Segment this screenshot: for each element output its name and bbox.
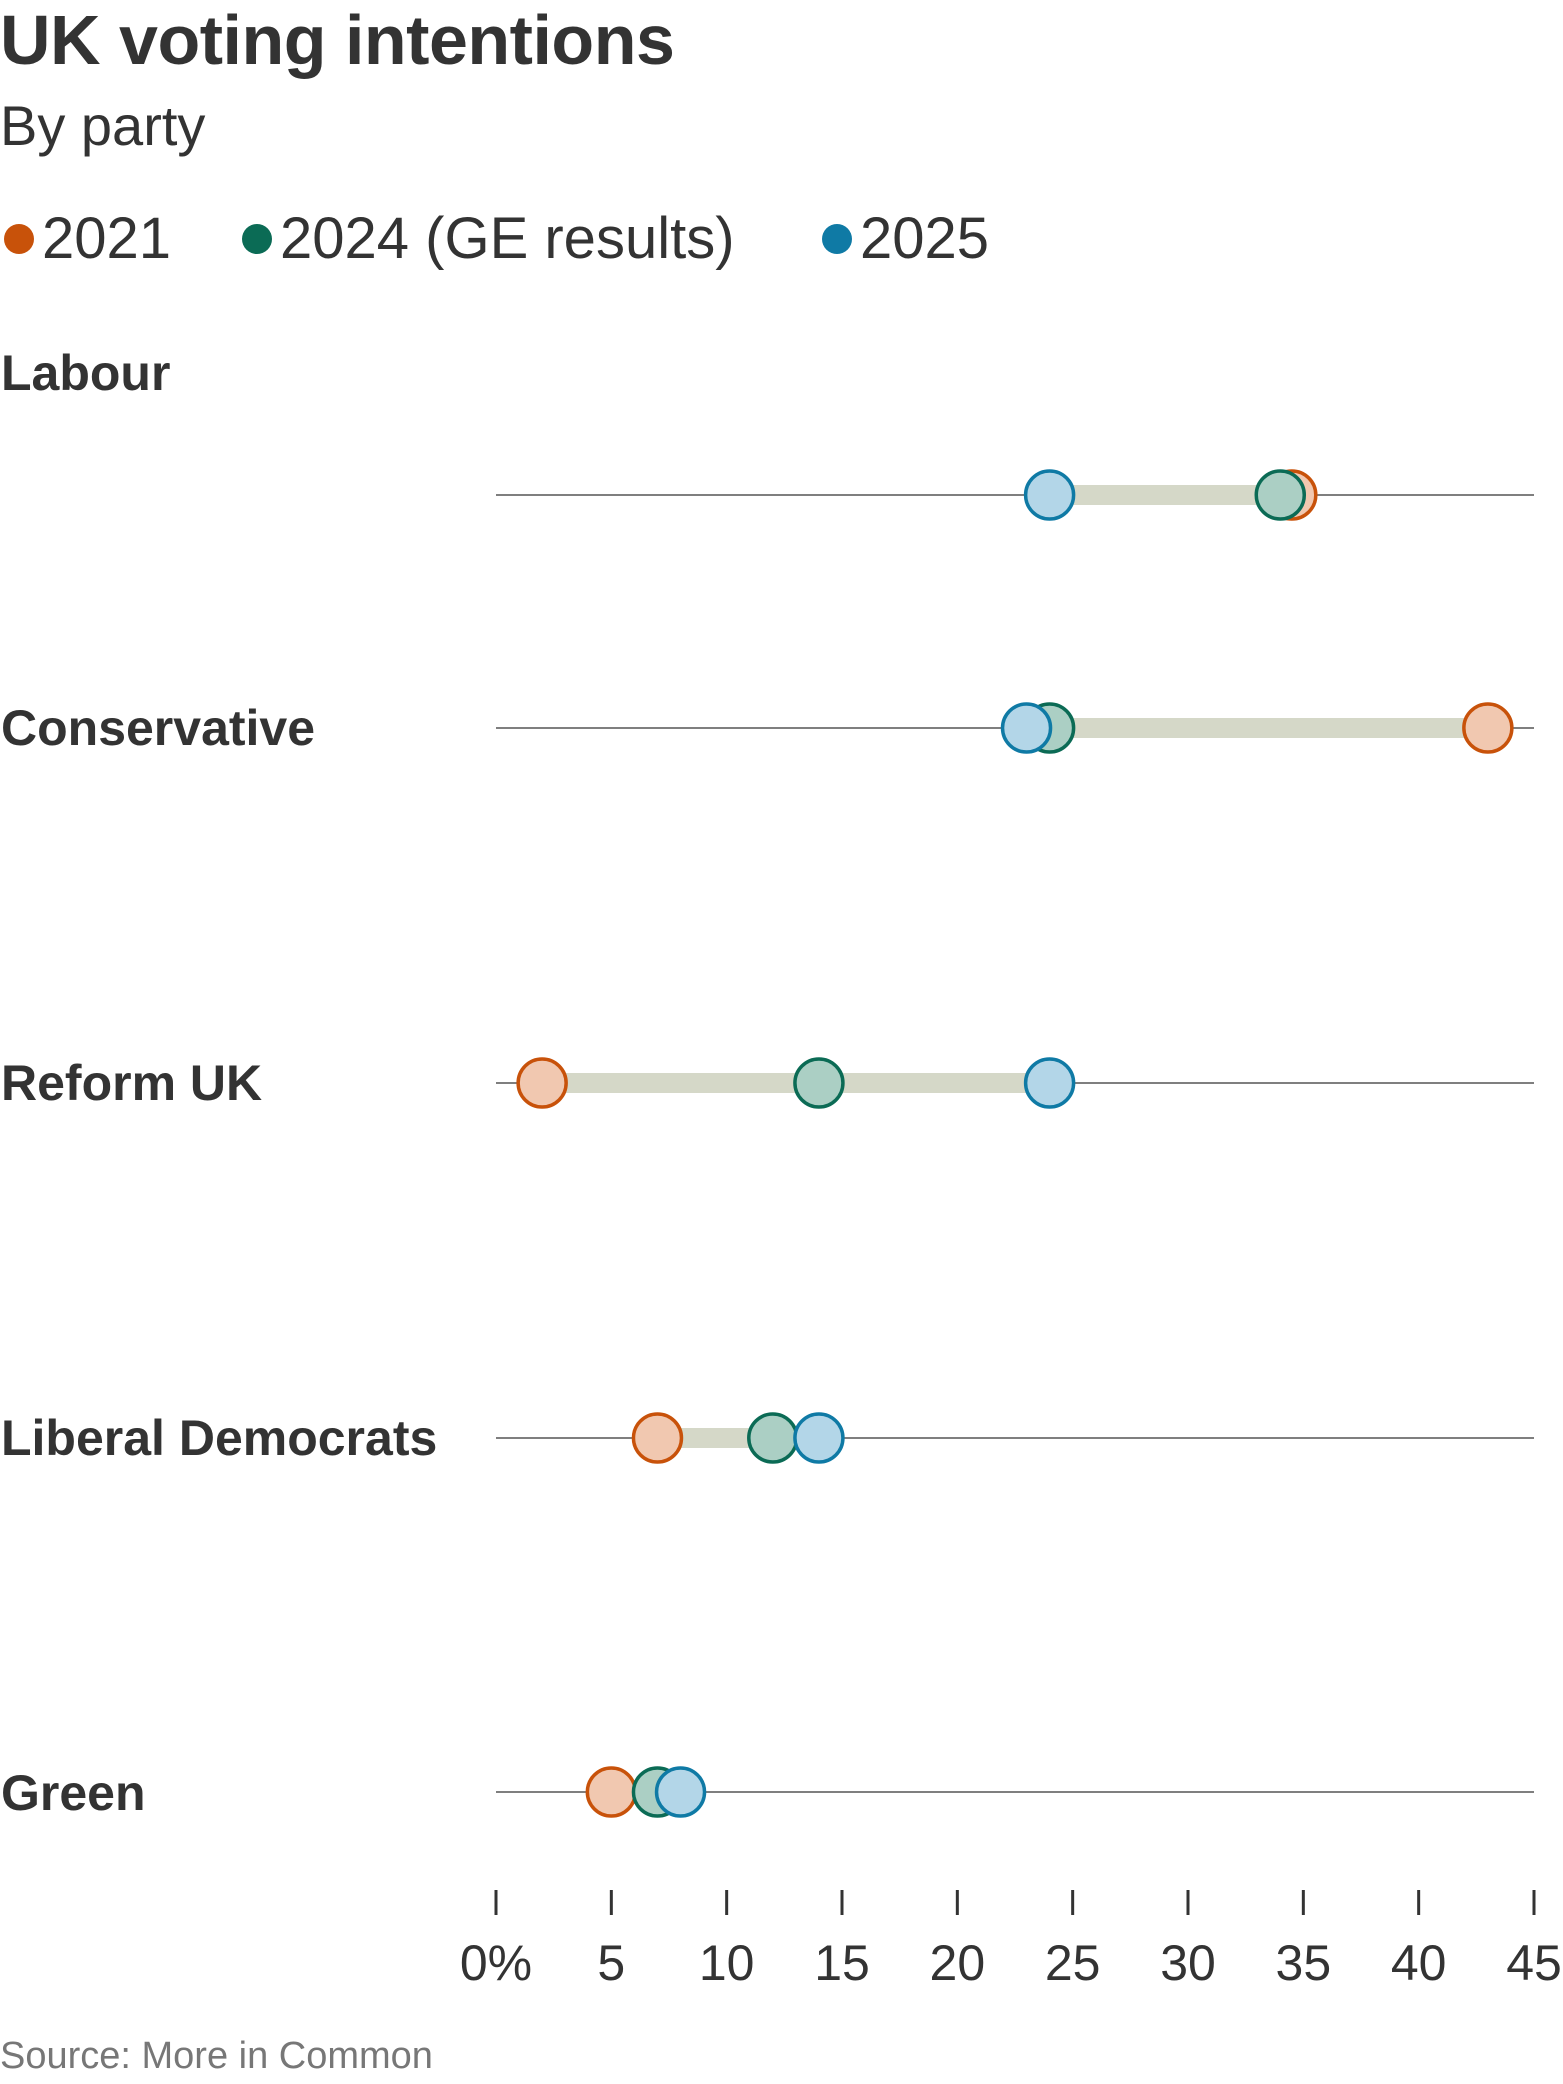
dot-conservative-2025 — [1000, 702, 1053, 754]
legend-item-2025: 2025 — [822, 205, 989, 272]
category-label-reform-uk: Reform UK — [1, 1055, 262, 1111]
dot-conservative-2021 — [1462, 702, 1514, 754]
source-note: Source: More in Common — [0, 2035, 433, 2077]
legend-swatch-2025 — [822, 223, 852, 254]
category-label-liberal-democrats: Liberal Democrats — [1, 1410, 437, 1466]
x-tick-label-10: 10 — [699, 1935, 755, 1991]
legend: 2021 2024 (GE results) 2025 — [0, 205, 1563, 275]
x-tick-label-0: 0% — [460, 1935, 532, 1991]
legend-swatch-2021 — [4, 223, 34, 254]
dot-liberal-democrats-2025 — [793, 1412, 845, 1464]
x-tick-label-30: 30 — [1160, 1935, 1216, 1991]
legend-item-2024: 2024 (GE results) — [242, 205, 735, 272]
legend-swatch-2024 — [242, 223, 272, 254]
x-tick-label-35: 35 — [1276, 1935, 1332, 1991]
legend-label-2021: 2021 — [42, 206, 172, 271]
legend-label-2025: 2025 — [860, 206, 990, 271]
dot-reform-uk-2024-ge-results- — [793, 1057, 845, 1109]
dot-liberal-democrats-2024-ge-results- — [747, 1412, 799, 1464]
dot-labour-2024-ge-results- — [1254, 469, 1307, 521]
legend-label-2024: 2024 (GE results) — [280, 206, 735, 271]
dot-reform-uk-2025 — [1023, 1057, 1076, 1109]
chart-title: UK voting intentions — [0, 1, 675, 79]
x-tick-label-25: 25 — [1045, 1935, 1101, 1991]
x-tick-label-15: 15 — [814, 1935, 870, 1991]
category-label-conservative: Conservative — [1, 700, 315, 756]
x-tick-label-40: 40 — [1391, 1935, 1447, 1991]
legend-item-2021: 2021 — [4, 205, 171, 272]
dot-green-2021 — [585, 1766, 638, 1818]
dot-labour-2025 — [1023, 469, 1076, 521]
category-label-green: Green — [1, 1765, 146, 1821]
category-label-labour: Labour — [1, 345, 170, 401]
dot-green-2025 — [654, 1766, 707, 1818]
x-tick-label-20: 20 — [930, 1935, 986, 1991]
x-tick-label-45: 45 — [1506, 1935, 1562, 1991]
chart-subtitle: By party — [0, 94, 206, 157]
x-tick-label-5: 5 — [597, 1935, 625, 1991]
dot-reform-uk-2021 — [516, 1057, 568, 1109]
dot-liberal-democrats-2021 — [631, 1412, 684, 1464]
